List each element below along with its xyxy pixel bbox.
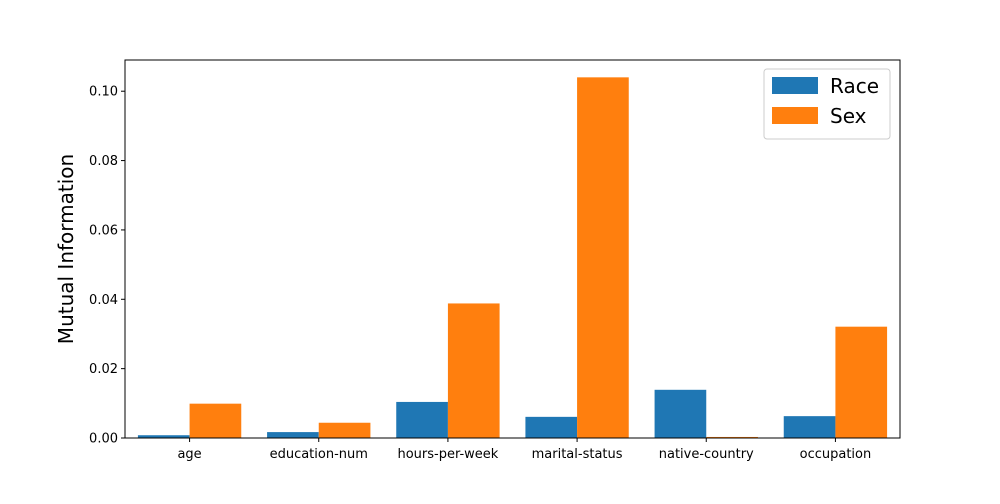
y-tick-label: 0.10 (89, 85, 118, 100)
x-tick-label: education-num (270, 447, 368, 462)
bar-race-education-num (267, 432, 319, 438)
bar-race-marital-status (525, 416, 578, 438)
y-tick-label: 0.04 (89, 293, 118, 308)
legend-swatch-race (772, 77, 818, 94)
legend-label-sex: Sex (830, 104, 867, 128)
bar-race-native-country (654, 389, 707, 438)
legend: Race Sex (763, 68, 891, 140)
x-tick-label: occupation (800, 447, 872, 462)
y-tick-label: 0.02 (89, 362, 118, 377)
bar-race-occupation (783, 416, 836, 438)
plot-area-frame (124, 59, 901, 439)
bar-sex-hours-per-week (447, 303, 500, 438)
legend-label-race: Race (830, 74, 879, 98)
bars-layer (137, 77, 888, 438)
bar-sex-education-num (318, 422, 371, 438)
y-tick-label: 0.06 (89, 223, 118, 238)
y-tick-label: 0.08 (89, 154, 118, 169)
x-tick-label: native-country (659, 447, 754, 462)
bar-sex-marital-status (577, 77, 629, 438)
x-axis: age education-num hours-per-week marital-st… (177, 438, 871, 462)
bar-sex-occupation (835, 326, 888, 438)
y-axis: 0.00 0.02 0.04 0.06 0.08 0.10 (89, 85, 125, 447)
y-axis-label: Mutual Information (54, 154, 78, 344)
x-tick-label: hours-per-week (397, 447, 498, 462)
y-tick-label: 0.00 (89, 432, 118, 447)
bar-sex-age (189, 403, 242, 438)
bar-race-age (137, 435, 190, 438)
x-tick-label: age (177, 447, 201, 462)
bar-race-hours-per-week (396, 401, 448, 438)
legend-swatch-sex (772, 107, 818, 124)
bar-sex-native-country (706, 436, 758, 438)
x-tick-label: marital-status (532, 447, 623, 462)
